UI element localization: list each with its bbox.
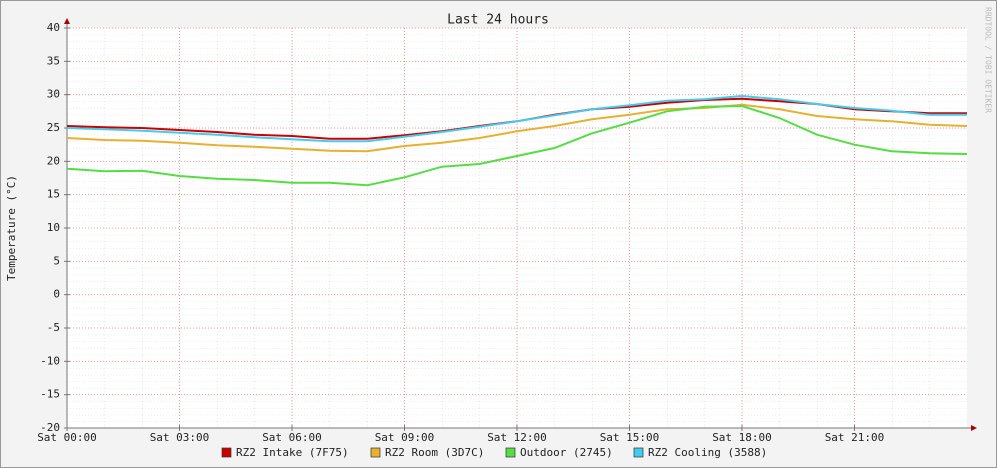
series-line [66,103,968,153]
legend-swatch [370,447,381,458]
y-tick-label: 35 [47,54,60,67]
x-tick-label: Sat 06:00 [262,431,322,444]
chart-title: Last 24 hours [447,13,549,28]
x-tick-label: Sat 18:00 [712,431,772,444]
x-tick-label: Sat 12:00 [487,431,547,444]
y-tick-label: 15 [47,188,60,201]
y-tick-label: 25 [47,121,60,134]
x-tick-label: Sat 03:00 [150,431,210,444]
x-tick-label: Sat 00:00 [37,431,97,444]
series-line [66,104,968,187]
x-tick-label: Sat 15:00 [600,431,660,444]
x-arrow [971,425,977,431]
legend-label: RZ2 Intake (7F75) [236,446,349,459]
legend-label: RZ2 Cooling (3588) [648,446,767,459]
legend-label: RZ2 Room (3D7C) [385,446,484,459]
y-tick-label: 40 [47,21,60,34]
series-line [66,94,967,143]
y-tick-label: -10 [40,354,60,367]
y-tick-label: 20 [47,154,60,167]
y-tick-label: 5 [53,254,60,267]
y-tick-label: 30 [47,88,60,101]
y-tick-label: -15 [40,388,60,401]
x-tick-label: Sat 21:00 [825,431,885,444]
legend-label: Outdoor (2745) [520,446,613,459]
y-arrow [64,18,70,24]
y-tick-label: -5 [47,321,60,334]
legend-swatch [633,447,644,458]
legend-swatch [221,447,232,458]
watermark: RRDTOOL / TOBI OETIKER [984,7,993,113]
y-axis-label: Temperature (°C) [5,175,18,281]
y-tick-label: 10 [47,221,60,234]
y-tick-label: 0 [53,288,60,301]
y-tick-label: -20 [40,421,60,434]
legend-swatch [505,447,516,458]
x-tick-label: Sat 09:00 [375,431,435,444]
